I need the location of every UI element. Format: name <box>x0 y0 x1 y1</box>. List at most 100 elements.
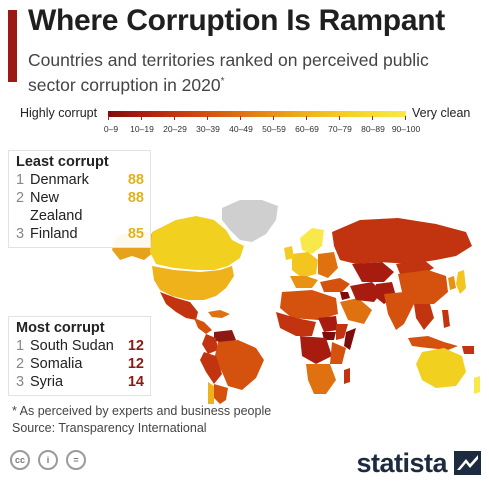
region-indochina <box>414 304 434 330</box>
region-new-zealand <box>474 376 480 394</box>
region-china <box>398 270 448 304</box>
region-north-africa <box>280 290 338 320</box>
legend-tick <box>372 116 373 120</box>
country-score: 88 <box>127 172 144 188</box>
footnote-text: * As perceived by experts and business p… <box>12 404 272 418</box>
region-western-europe <box>292 252 318 278</box>
country-score: 12 <box>127 338 144 354</box>
region-somalia <box>344 328 356 350</box>
least-corrupt-panel: Least corrupt 1 Denmark 88 2 New Zealand… <box>8 150 151 248</box>
region-west-africa <box>276 312 316 336</box>
legend-tick <box>273 116 274 120</box>
region-korea <box>448 276 456 290</box>
region-indonesia <box>408 336 458 350</box>
footnote-block: * As perceived by experts and business p… <box>12 403 271 437</box>
country-name: Finland <box>30 226 78 242</box>
most-corrupt-panel: Most corrupt 1 South Sudan 12 2 Somalia … <box>8 316 151 396</box>
rank-number: 1 <box>16 338 25 354</box>
region-greenland <box>222 200 278 242</box>
country-name: Syria <box>30 374 64 390</box>
region-sudan <box>318 316 338 332</box>
region-canada <box>150 216 244 270</box>
region-usa <box>152 266 234 300</box>
by-icon-label: i <box>46 455 50 465</box>
region-png <box>462 346 474 354</box>
region-venezuela <box>214 330 236 344</box>
legend-tick <box>306 116 307 120</box>
legend-tick <box>405 116 406 120</box>
legend-color-scale <box>108 111 406 117</box>
rank-number: 3 <box>16 374 25 390</box>
creative-commons-icon[interactable]: cc <box>10 450 30 470</box>
rank-number: 1 <box>16 172 25 188</box>
country-score: 88 <box>127 190 144 206</box>
subtitle-text: Countries and territories ranked on perc… <box>28 50 429 95</box>
legend-high-label: Very clean <box>412 106 471 120</box>
statista-logo-icon[interactable] <box>454 451 481 475</box>
legend-tick <box>240 116 241 120</box>
region-scandinavia <box>300 228 324 254</box>
country-name: Somalia <box>30 356 83 372</box>
region-central-asia <box>352 262 394 282</box>
region-japan <box>456 270 466 294</box>
rank-number: 3 <box>16 226 25 242</box>
region-philippines <box>442 310 450 328</box>
legend-range-label: 80–89 <box>361 124 385 134</box>
region-peru-bolivia <box>200 352 222 384</box>
region-mexico <box>160 292 198 320</box>
region-east-africa <box>330 342 346 364</box>
region-russia <box>332 218 472 264</box>
legend-range-label: 70–79 <box>328 124 352 134</box>
region-horn-africa <box>336 324 348 340</box>
country-name: Denmark <box>30 172 89 188</box>
region-caribbean <box>208 310 230 318</box>
legend-tick <box>207 116 208 120</box>
country-name: South Sudan <box>30 338 114 354</box>
country-name: New Zealand <box>30 190 83 224</box>
legend-range-label: 40–49 <box>229 124 253 134</box>
world-map <box>112 200 480 404</box>
legend-low-label: Highly corrupt <box>20 106 98 120</box>
legend-range-label: 0–9 <box>103 124 119 134</box>
subtitle-footnote-mark: * <box>220 76 225 87</box>
region-chile-uruguay <box>208 382 214 404</box>
legend-range-label: 10–19 <box>130 124 154 134</box>
statista-logo-text[interactable]: statista <box>356 448 447 478</box>
list-item: 3 Syria 14 <box>16 373 144 391</box>
region-turkey-caucasus <box>320 278 350 292</box>
cc-icon-label: cc <box>14 455 25 465</box>
list-item: 1 South Sudan 12 <box>16 337 144 355</box>
rank-number: 2 <box>16 356 25 372</box>
no-derivatives-icon[interactable]: = <box>66 450 86 470</box>
country-score: 14 <box>127 374 144 390</box>
region-central-america <box>194 318 212 334</box>
country-score: 85 <box>127 226 144 242</box>
list-item: 2 Somalia 12 <box>16 355 144 373</box>
region-brazil <box>214 340 264 390</box>
region-colombia <box>202 334 218 354</box>
legend-tick <box>108 116 109 120</box>
region-iran-iraq <box>350 282 382 302</box>
region-southern-europe <box>290 276 318 288</box>
legend-range-label: 60–69 <box>295 124 319 134</box>
list-item: 1 Denmark 88 <box>16 171 144 189</box>
page-title: Where Corruption Is Rampant <box>28 4 445 37</box>
region-southern-africa <box>306 364 336 394</box>
region-india <box>384 292 414 330</box>
region-australia <box>416 348 466 388</box>
region-madagascar <box>344 368 350 384</box>
legend-range-labels: 0–9 10–19 20–29 30–39 40–49 50–59 60–69 … <box>100 124 420 136</box>
legend-range-label: 90–100 <box>391 124 421 134</box>
page-subtitle: Countries and territories ranked on perc… <box>28 50 448 96</box>
region-eastern-europe <box>318 252 338 278</box>
title-accent-bar <box>8 10 17 82</box>
legend-range-label: 30–39 <box>196 124 220 134</box>
footer: cc i = statista <box>0 442 489 483</box>
attribution-icon[interactable]: i <box>38 450 58 470</box>
region-uk-ireland <box>284 246 294 260</box>
nd-icon-label: = <box>73 455 79 465</box>
legend-ticks <box>108 116 406 121</box>
rank-number: 2 <box>16 190 25 206</box>
country-score: 12 <box>127 356 144 372</box>
legend-tick <box>174 116 175 120</box>
